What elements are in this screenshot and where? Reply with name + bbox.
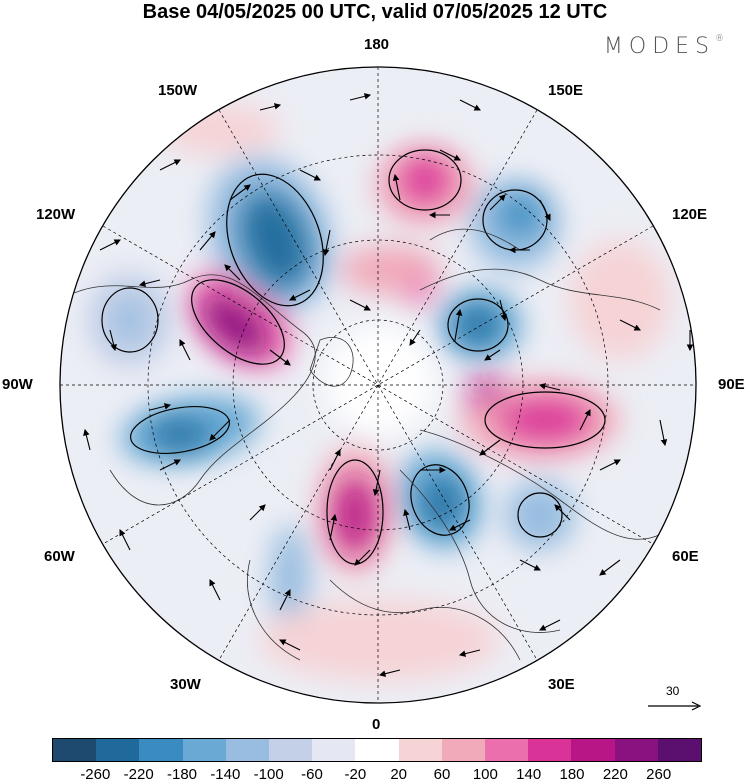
colorbar-tick-label: 180: [559, 766, 585, 783]
vector-scale-label: 30: [666, 684, 680, 698]
lon-label-60e: 60E: [672, 548, 699, 565]
colorbar-tick-label: 140: [516, 766, 542, 783]
colorbar-bin: [614, 739, 658, 761]
lon-label-60w: 60W: [44, 548, 75, 565]
colorbar-bin: [182, 739, 226, 761]
anomaly-field: [60, 67, 696, 703]
colorbar-bin: [225, 739, 270, 761]
colorbar-tick-label: 100: [472, 766, 498, 783]
colorbar-tick-label: -100: [253, 766, 284, 783]
lon-label-90e: 90E: [718, 376, 745, 393]
colorbar-tick-label: -180: [166, 766, 198, 783]
colorbar-bin: [571, 739, 615, 761]
polar-stereographic-map: [59, 66, 697, 704]
colorbar-tick-label: 220: [602, 766, 628, 783]
lon-label-180: 180: [364, 36, 390, 53]
colorbar-bin: [96, 739, 140, 761]
colorbar-bin: [312, 739, 356, 761]
modes-logo: MODES®: [603, 34, 724, 59]
lon-label-30e: 30E: [548, 676, 575, 693]
lon-label-120e: 120E: [672, 206, 708, 223]
colorbar-tick-label: -220: [123, 766, 154, 783]
colorbar-bin: [139, 739, 183, 761]
colorbar-bin: [528, 739, 572, 761]
lon-label-120w: 120W: [36, 206, 76, 223]
colorbar-tick-label: 260: [646, 766, 672, 783]
lon-label-90w: 90W: [2, 376, 33, 393]
lon-label-150e: 150E: [548, 82, 584, 99]
graticule: [60, 67, 696, 703]
colorbar-tick-label: 60: [433, 766, 451, 783]
colorbar-tick-label: 20: [390, 766, 407, 783]
colorbar-bin: [355, 739, 399, 761]
vector-scale-arrow: [648, 701, 702, 711]
wind-vectors: [83, 93, 694, 677]
colorbar-bin: [485, 739, 529, 761]
colorbar-bin: [441, 739, 486, 761]
colorbar-tick-label: -140: [210, 766, 241, 783]
colorbar-bin: [398, 739, 442, 761]
colorbar-tick-label: -60: [301, 766, 323, 783]
lon-label-150w: 150W: [158, 82, 198, 99]
lon-label-30w: 30W: [170, 676, 201, 693]
colorbar-tick-label: -260: [80, 766, 111, 783]
colorbar-bin: [657, 739, 702, 761]
lon-label-0: 0: [372, 716, 381, 733]
colorbar-tick-label: -20: [344, 766, 367, 783]
colorbar-bin: [53, 739, 97, 761]
map-title: Base 04/05/2025 00 UTC, valid 07/05/2025…: [142, 1, 608, 23]
map-boundary: [59, 66, 697, 704]
colorbar: [52, 738, 702, 762]
colorbar-bin: [269, 739, 313, 761]
